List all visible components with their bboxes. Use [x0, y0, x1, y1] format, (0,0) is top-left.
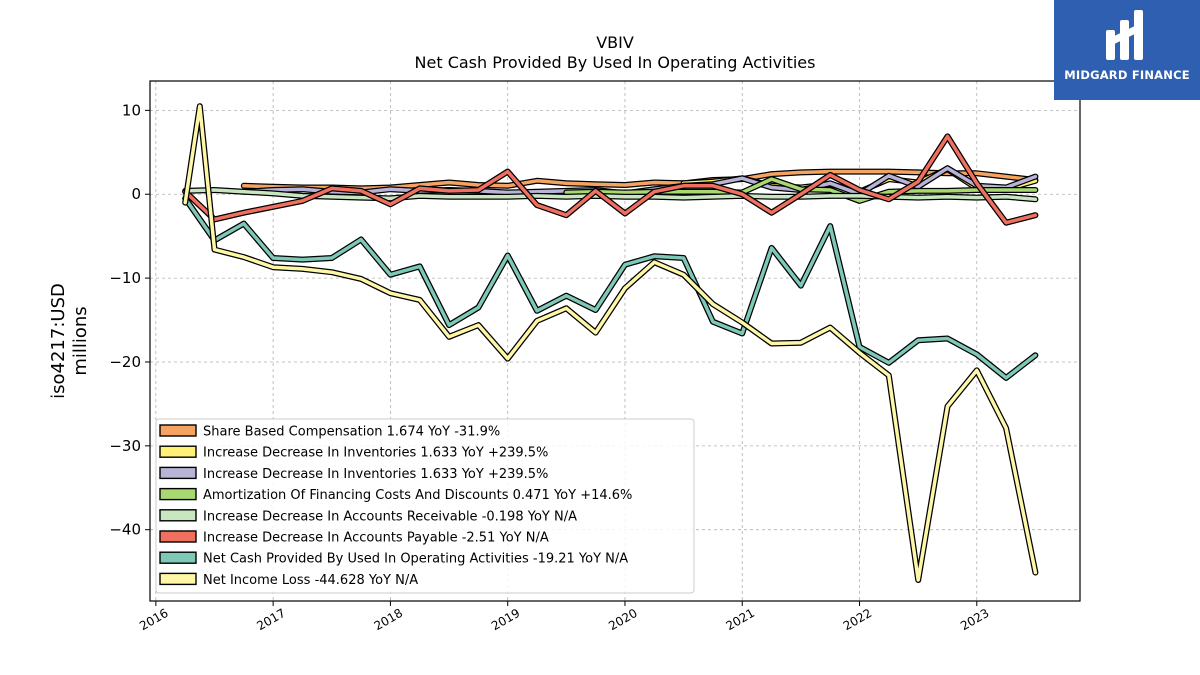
- legend-label: Share Based Compensation 1.674 YoY -31.9…: [203, 425, 500, 440]
- legend-swatch: [159, 466, 197, 480]
- x-tick-label: 2019: [489, 606, 522, 633]
- brand-logo: MIDGARD FINANCE: [1054, 0, 1200, 100]
- legend-label: Increase Decrease In Inventories 1.633 Y…: [203, 467, 548, 482]
- series-line-stroke: [564, 177, 1038, 203]
- legend-swatch: [159, 551, 197, 564]
- series-line-stroke: [183, 104, 1038, 582]
- legend-label: Amortization Of Financing Costs And Disc…: [203, 488, 632, 503]
- y-tick-label: 10: [122, 101, 141, 119]
- legend-label: Net Income Loss -44.628 YoY N/A: [203, 573, 418, 588]
- chart-subtitle: Net Cash Provided By Used In Operating A…: [415, 53, 816, 72]
- y-tick-label: −30: [109, 437, 141, 455]
- brand-mark-icon: [1106, 10, 1143, 60]
- y-tick-label: 0: [131, 185, 141, 203]
- legend-swatch: [159, 424, 197, 437]
- brand-name: MIDGARD FINANCE: [1064, 68, 1190, 82]
- series-line-7: [182, 103, 1039, 583]
- series-line-3: [563, 176, 1039, 204]
- x-tick-label: 2020: [606, 606, 639, 633]
- x-tick-label: 2021: [724, 606, 757, 633]
- y-axis-label: iso4217:USD millions: [48, 283, 91, 399]
- x-tick-label: 2023: [958, 606, 991, 633]
- legend-label: Increase Decrease In Inventories 1.633 Y…: [203, 446, 548, 461]
- legend-box: [155, 418, 695, 594]
- legend: Share Based Compensation 1.674 YoY -31.9…: [155, 418, 695, 594]
- legend-label: Increase Decrease In Accounts Payable -2…: [203, 531, 549, 546]
- legend-swatch: [159, 509, 197, 522]
- legend-swatch: [159, 445, 197, 458]
- y-axis-label-line1: iso4217:USD: [48, 283, 69, 399]
- legend-swatch: [159, 530, 197, 543]
- legend-label: Increase Decrease In Accounts Receivable…: [203, 509, 577, 524]
- series-line-5: [182, 133, 1039, 226]
- y-tick-label: −20: [109, 353, 141, 371]
- plot-frame: [149, 80, 1081, 602]
- legend-swatch: [159, 487, 197, 501]
- legend-label: Net Cash Provided By Used In Operating A…: [203, 552, 628, 567]
- y-axis-label-line2: millions: [70, 306, 91, 375]
- legend-swatch: [159, 572, 197, 586]
- x-tick-label: 2016: [137, 606, 170, 633]
- series-line-stroke: [183, 134, 1038, 225]
- x-tick-label: 2018: [372, 606, 405, 633]
- x-tick-label: 2022: [841, 606, 874, 633]
- series-line-stroke: [183, 196, 1038, 380]
- series-line-6: [182, 195, 1039, 381]
- chart-title: VBIV: [596, 33, 634, 52]
- x-tick-label: 2017: [254, 606, 287, 633]
- y-tick-label: −10: [109, 269, 141, 287]
- plot-lines: [182, 103, 1039, 583]
- y-tick-label: −40: [109, 521, 141, 539]
